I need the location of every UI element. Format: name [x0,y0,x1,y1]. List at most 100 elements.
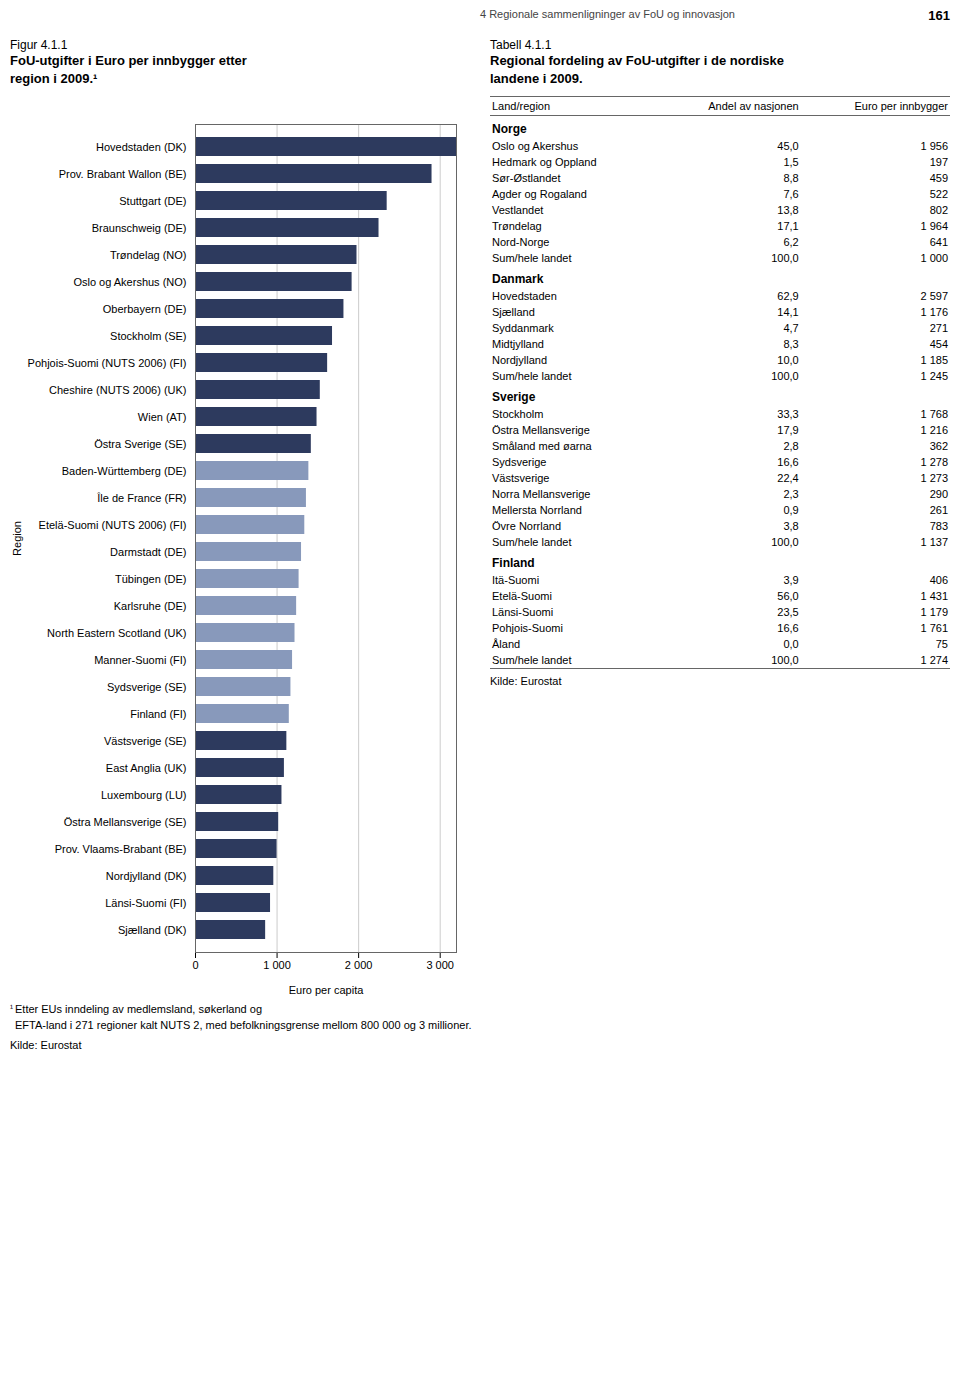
svg-text:Prov. Vlaams-Brabant (BE): Prov. Vlaams-Brabant (BE) [55,843,187,855]
html-text:62,9: 62,9 [777,290,799,303]
html-text:Östra Mellansverige: Östra Mellansverige [492,424,590,437]
html-text:641: 641 [929,236,948,249]
html-text:Kilde: Eurostat: Kilde: Eurostat [10,1039,82,1052]
html-text:Stockholm: Stockholm [492,408,544,421]
svg-text:Länsi-Suomi (FI): Länsi-Suomi (FI) [105,897,186,909]
html-text:522: 522 [929,188,948,201]
html-text:1 956: 1 956 [920,140,948,153]
html-text:1 176: 1 176 [920,306,948,319]
svg-text:1 000: 1 000 [263,960,291,972]
html-text:Oslo og Akershus: Oslo og Akershus [492,140,579,153]
html-text:Småland med øarna: Småland med øarna [492,440,592,453]
html-text:Andel av nasjonen: Andel av nasjonen [708,100,799,113]
html-text:1 768: 1 768 [920,408,948,421]
html-text:8,8: 8,8 [783,172,799,185]
html-text:Hedmark og Oppland: Hedmark og Oppland [492,156,597,169]
svg-text:Braunschweig (DE): Braunschweig (DE) [92,222,187,234]
svg-text:Östra Mellansverige (SE): Östra Mellansverige (SE) [64,816,187,828]
svg-text:Manner-Suomi (FI): Manner-Suomi (FI) [94,654,186,666]
svg-text:Wien (AT): Wien (AT) [138,411,187,423]
html-text:100,0: 100,0 [771,252,799,265]
svg-text:Stockholm (SE): Stockholm (SE) [110,330,186,342]
svg-text:Sjælland (DK): Sjælland (DK) [118,924,186,936]
svg-text:Nordjylland (DK): Nordjylland (DK) [106,870,187,882]
svg-text:Karlsruhe (DE): Karlsruhe (DE) [114,600,187,612]
svg-text:0: 0 [192,960,198,972]
html-text:Sverige: Sverige [492,390,536,405]
html-text:1 185: 1 185 [920,354,948,367]
html-text:2 597: 2 597 [920,290,948,303]
svg-text:Trøndelag (NO): Trøndelag (NO) [110,249,187,261]
svg-text:Cheshire (NUTS 2006) (UK): Cheshire (NUTS 2006) (UK) [49,384,187,396]
html-text:Vestlandet: Vestlandet [492,204,544,217]
html-text:2,8: 2,8 [783,440,799,453]
html-text:Sør-Østlandet: Sør-Østlandet [492,172,561,185]
html-text:13,8: 13,8 [777,204,799,217]
html-text:Sum/hele landet: Sum/hele landet [492,370,572,383]
svg-text:Baden-Württemberg (DE): Baden-Württemberg (DE) [62,465,187,477]
svg-text:Pohjois-Suomi (NUTS 2006) (FI): Pohjois-Suomi (NUTS 2006) (FI) [28,357,187,369]
svg-text:Stuttgart (DE): Stuttgart (DE) [119,195,186,207]
svg-text:Region: Region [11,521,23,556]
html-text:Regional fordeling av FoU-utgi: Regional fordeling av FoU-utgifter i de … [490,53,784,87]
html-text:197: 197 [929,156,948,169]
html-text:Trøndelag: Trøndelag [492,220,542,233]
html-text:Hovedstaden: Hovedstaden [492,290,557,303]
svg-text:Östra Sverige (SE): Östra Sverige (SE) [94,438,186,450]
html-text:802: 802 [929,204,948,217]
svg-text:Darmstadt (DE): Darmstadt (DE) [110,546,186,558]
html-text:1 964: 1 964 [920,220,948,233]
html-text:Danmark: Danmark [492,272,544,287]
html-text:Nordjylland: Nordjylland [492,354,547,367]
html-text:Midtjylland: Midtjylland [492,338,544,351]
html-text:1,5: 1,5 [783,156,799,169]
html-text:6,2: 6,2 [783,236,799,249]
svg-text:Île de France (FR): Île de France (FR) [96,492,186,504]
svg-text:Euro per capita: Euro per capita [289,984,364,996]
svg-text:3 000: 3 000 [426,960,454,972]
html-text:33,3: 33,3 [777,408,799,421]
html-text:¹ Etter EUs inndeling av medle: ¹ Etter EUs inndeling av medlemsland, sø… [10,1003,472,1031]
html-text:Figur 4.1.1: Figur 4.1.1 [10,38,68,52]
html-text:Agder og Rogaland: Agder og Rogaland [492,188,587,201]
html-text:10,0: 10,0 [777,354,799,367]
html-text:14,1: 14,1 [777,306,799,319]
html-text:161: 161 [928,8,950,23]
html-text:Tabell 4.1.1: Tabell 4.1.1 [490,38,552,52]
html-text:Sum/hele landet: Sum/hele landet [492,252,572,265]
svg-text:2 000: 2 000 [345,960,373,972]
svg-text:Oberbayern (DE): Oberbayern (DE) [103,303,187,315]
svg-text:North Eastern Scotland (UK): North Eastern Scotland (UK) [47,627,186,639]
html-text:7,6: 7,6 [783,188,799,201]
svg-text:Hovedstaden (DK): Hovedstaden (DK) [96,141,187,153]
svg-text:Finland (FI): Finland (FI) [130,708,186,720]
html-text:Sjælland: Sjælland [492,306,535,319]
html-text:1 000: 1 000 [920,252,948,265]
html-text:100,0: 100,0 [771,370,799,383]
svg-text:Prov. Brabant Wallon (BE): Prov. Brabant Wallon (BE) [59,168,187,180]
html-text:454: 454 [929,338,948,351]
html-text:4,7: 4,7 [783,322,799,335]
html-text:Finland: Finland [492,556,535,571]
html-text:1 216: 1 216 [920,424,948,437]
html-text:459: 459 [929,172,948,185]
html-text:45,0: 45,0 [777,140,799,153]
html-text:FoU-utgifter i Euro per innbyg: FoU-utgifter i Euro per innbygger etter … [10,53,247,87]
html-text:271: 271 [929,322,948,335]
svg-text:Sydsverige (SE): Sydsverige (SE) [107,681,186,693]
html-text:17,9: 17,9 [777,424,799,437]
html-text:Land/region: Land/region [492,100,551,113]
svg-text:Luxembourg (LU): Luxembourg (LU) [101,789,187,801]
html-text:8,3: 8,3 [783,338,799,351]
html-text:Nord-Norge: Nord-Norge [492,236,550,249]
html-text:17,1: 17,1 [777,220,799,233]
html-text:Syddanmark: Syddanmark [492,322,554,335]
html-text:Euro per innbygger: Euro per innbygger [854,100,948,113]
svg-text:Tübingen (DE): Tübingen (DE) [115,573,187,585]
svg-text:Västsverige (SE): Västsverige (SE) [104,735,187,747]
svg-text:Oslo og Akershus (NO): Oslo og Akershus (NO) [73,276,186,288]
html-text:Norge: Norge [492,122,527,137]
html-text:1 245: 1 245 [920,370,948,383]
svg-text:East Anglia (UK): East Anglia (UK) [106,762,187,774]
svg-text:Etelä-Suomi (NUTS 2006) (FI): Etelä-Suomi (NUTS 2006) (FI) [39,519,187,531]
